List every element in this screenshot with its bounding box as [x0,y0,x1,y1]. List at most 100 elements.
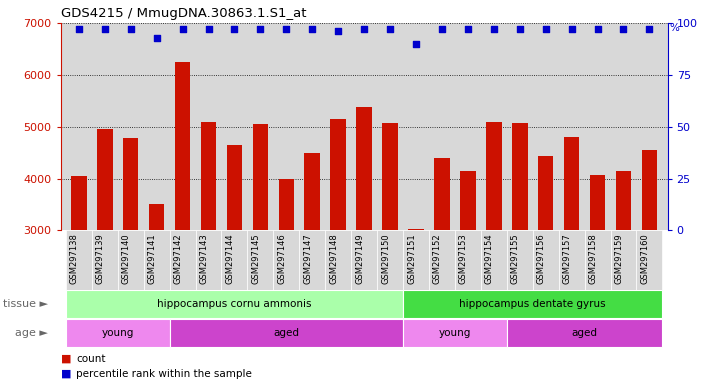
Bar [326,230,351,290]
Text: GSM297148: GSM297148 [329,233,338,284]
Point [255,26,266,32]
Point [333,28,344,35]
Text: GSM297155: GSM297155 [511,233,520,284]
Point [358,26,370,32]
Text: aged: aged [273,328,299,338]
Bar [434,158,450,230]
Text: young: young [438,328,471,338]
Text: GSM297151: GSM297151 [407,233,416,284]
Text: GSM297146: GSM297146 [277,233,286,284]
Text: GSM297145: GSM297145 [251,233,261,284]
Bar [92,230,118,290]
Text: GSM297152: GSM297152 [433,233,442,284]
Text: count: count [76,354,106,364]
Bar [538,156,553,230]
Bar [460,171,476,230]
Point [203,26,214,32]
Bar [356,107,372,230]
Text: GSM297139: GSM297139 [96,233,105,284]
Text: GSM297150: GSM297150 [381,233,390,284]
Bar [201,122,216,230]
Bar [175,62,191,230]
Bar [481,230,507,290]
Text: GSM297159: GSM297159 [615,233,623,284]
Point [228,26,240,32]
Point [125,26,136,32]
Bar [226,145,242,230]
Bar [248,230,273,290]
Bar [221,230,248,290]
Bar [196,230,221,290]
Point [592,26,603,32]
Text: GSM297142: GSM297142 [174,233,183,284]
Text: GSM297147: GSM297147 [303,233,312,284]
Bar [382,122,398,230]
Text: ■: ■ [61,369,71,379]
Text: tissue ►: tissue ► [3,299,48,310]
Bar [564,137,579,230]
Text: GSM297138: GSM297138 [70,233,79,284]
Point [514,26,526,32]
Bar [403,319,507,347]
Point [177,26,188,32]
Bar [118,230,144,290]
Text: hippocampus dentate gyrus: hippocampus dentate gyrus [459,299,606,310]
Bar [377,230,403,290]
Point [281,26,292,32]
Point [411,41,422,47]
Text: GSM297143: GSM297143 [199,233,208,284]
Bar [278,179,294,230]
Bar [408,229,424,230]
Bar [170,230,196,290]
Text: GSM297140: GSM297140 [121,233,131,284]
Bar [299,230,326,290]
Bar [507,230,533,290]
Text: young: young [101,328,134,338]
Bar [403,291,663,318]
Bar [429,230,455,290]
Bar [351,230,377,290]
Text: %: % [669,23,679,33]
Text: GSM297157: GSM297157 [563,233,572,284]
Text: hippocampus cornu ammonis: hippocampus cornu ammonis [157,299,312,310]
Bar [331,119,346,230]
Bar [66,291,403,318]
Point [306,26,318,32]
Text: GDS4215 / MmugDNA.30863.1.S1_at: GDS4215 / MmugDNA.30863.1.S1_at [61,7,306,20]
Text: GSM297149: GSM297149 [355,233,364,284]
Text: ■: ■ [61,354,71,364]
Text: GSM297141: GSM297141 [148,233,156,284]
Bar [304,153,320,230]
Point [436,26,448,32]
Bar [585,230,610,290]
Point [384,26,396,32]
Bar [636,230,663,290]
Bar [533,230,558,290]
Text: GSM297154: GSM297154 [485,233,494,284]
Text: GSM297144: GSM297144 [226,233,234,284]
Bar [455,230,481,290]
Text: GSM297153: GSM297153 [459,233,468,284]
Text: percentile rank within the sample: percentile rank within the sample [76,369,252,379]
Bar [149,204,164,230]
Point [462,26,473,32]
Bar [486,122,502,230]
Text: aged: aged [572,328,598,338]
Bar [590,175,605,230]
Bar [642,150,657,230]
Bar [615,171,631,230]
Point [73,26,84,32]
Point [99,26,111,32]
Bar [610,230,636,290]
Bar [273,230,299,290]
Bar [97,129,113,230]
Bar [253,124,268,230]
Text: GSM297158: GSM297158 [588,233,598,284]
Bar [144,230,170,290]
Point [618,26,629,32]
Text: age ►: age ► [15,328,48,338]
Bar [170,319,403,347]
Point [644,26,655,32]
Bar [558,230,585,290]
Text: GSM297160: GSM297160 [640,233,650,284]
